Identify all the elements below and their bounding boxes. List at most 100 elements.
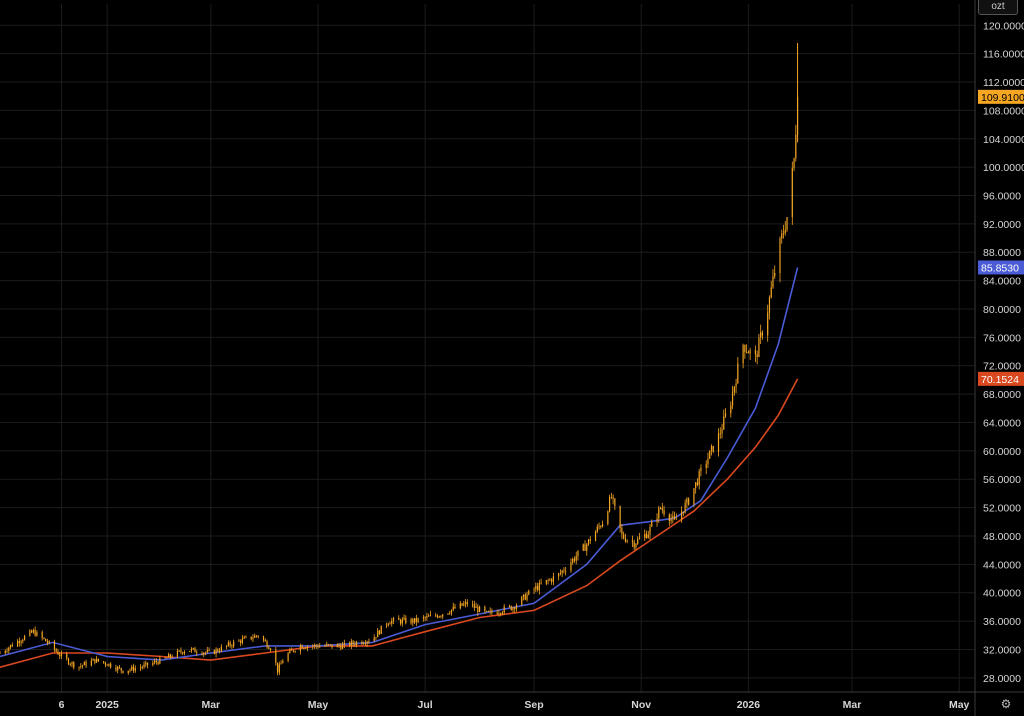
candle — [489, 607, 491, 615]
slow-ma-last-badge-text: 70.1524 — [981, 374, 1019, 386]
candle — [514, 606, 516, 613]
candle — [303, 647, 305, 650]
last-value-badges: 109.9100 85.8530 70.1524 — [978, 89, 1024, 386]
candle — [767, 304, 769, 342]
time-axis[interactable]: 6 2025 Mar May Jul Sep Nov 2026 Mar May — [0, 691, 1024, 711]
candle — [614, 497, 616, 510]
candle — [146, 662, 149, 669]
candle — [317, 643, 319, 649]
candle — [436, 614, 439, 619]
candle — [340, 643, 342, 651]
candle — [695, 482, 697, 494]
unit-selector-button[interactable]: ozt — [978, 0, 1018, 15]
candle — [231, 644, 233, 650]
candle — [399, 618, 402, 626]
candle — [412, 617, 414, 627]
candle — [742, 343, 744, 369]
candle — [478, 605, 481, 613]
candle — [440, 615, 442, 619]
candle — [336, 643, 338, 648]
price-tick-label: 36.0000 — [983, 616, 1021, 628]
candle — [385, 622, 388, 629]
time-tick-label: Nov — [631, 699, 651, 711]
candle — [403, 614, 405, 621]
candle — [20, 639, 22, 647]
candle — [97, 658, 99, 663]
candle — [229, 640, 231, 648]
candle — [521, 595, 523, 606]
candle — [570, 558, 572, 573]
candle — [192, 647, 194, 651]
price-axis[interactable]: 120.0000 116.0000 112.0000 108.0000 104.0000… — [974, 0, 1024, 716]
price-tick-label: 40.0000 — [983, 588, 1021, 600]
candle — [127, 670, 129, 675]
candle — [392, 616, 395, 625]
candle — [724, 408, 727, 418]
candle — [233, 639, 235, 649]
price-tick-label: 104.0000 — [983, 134, 1024, 146]
candle — [661, 502, 663, 514]
candle — [515, 603, 518, 612]
candle — [157, 660, 159, 666]
candle — [426, 612, 428, 621]
candle — [552, 572, 554, 586]
candle — [684, 499, 686, 514]
candle — [168, 652, 170, 658]
candle — [577, 550, 579, 561]
candle — [696, 478, 699, 487]
candle — [442, 613, 444, 620]
price-tick-label: 64.0000 — [983, 417, 1021, 429]
candle — [793, 157, 795, 172]
candle — [73, 661, 75, 670]
candle — [368, 638, 370, 644]
gear-icon[interactable]: ⚙ — [1000, 697, 1012, 711]
candle — [0, 651, 1, 654]
candle — [350, 638, 352, 650]
candle — [538, 579, 540, 595]
price-tick-label: 72.0000 — [983, 361, 1021, 373]
candle — [43, 637, 45, 640]
candle — [487, 610, 489, 612]
candle — [486, 610, 488, 612]
candle — [464, 598, 467, 608]
candle — [294, 650, 296, 654]
candle — [637, 536, 639, 545]
candle — [484, 605, 486, 614]
candle — [266, 639, 268, 649]
candle — [364, 639, 367, 646]
candle — [326, 641, 328, 647]
candle — [508, 604, 511, 608]
candle — [319, 643, 321, 648]
candle — [449, 610, 451, 615]
candle — [733, 386, 735, 396]
time-tick-label: May — [949, 699, 970, 711]
candle — [645, 530, 648, 539]
candle — [549, 578, 551, 582]
candle — [610, 492, 612, 499]
candle — [791, 161, 793, 225]
candle — [203, 652, 205, 658]
candle — [94, 658, 96, 665]
candle — [217, 648, 219, 653]
candle — [34, 626, 36, 637]
price-tick-label: 56.0000 — [983, 474, 1021, 486]
candle — [401, 617, 403, 627]
candle — [471, 600, 474, 608]
candle — [528, 589, 530, 596]
candle — [189, 650, 191, 652]
candle — [80, 663, 82, 669]
candle — [354, 641, 356, 648]
candle — [66, 651, 68, 661]
candle — [608, 494, 611, 513]
candle — [152, 660, 154, 667]
candle — [461, 602, 463, 607]
candle — [688, 497, 690, 506]
candle — [301, 644, 303, 649]
time-tick-label: Sep — [524, 699, 543, 711]
candle — [11, 642, 13, 647]
candle — [782, 224, 785, 239]
candle — [327, 643, 330, 647]
candle — [315, 643, 317, 649]
candle — [171, 654, 173, 659]
